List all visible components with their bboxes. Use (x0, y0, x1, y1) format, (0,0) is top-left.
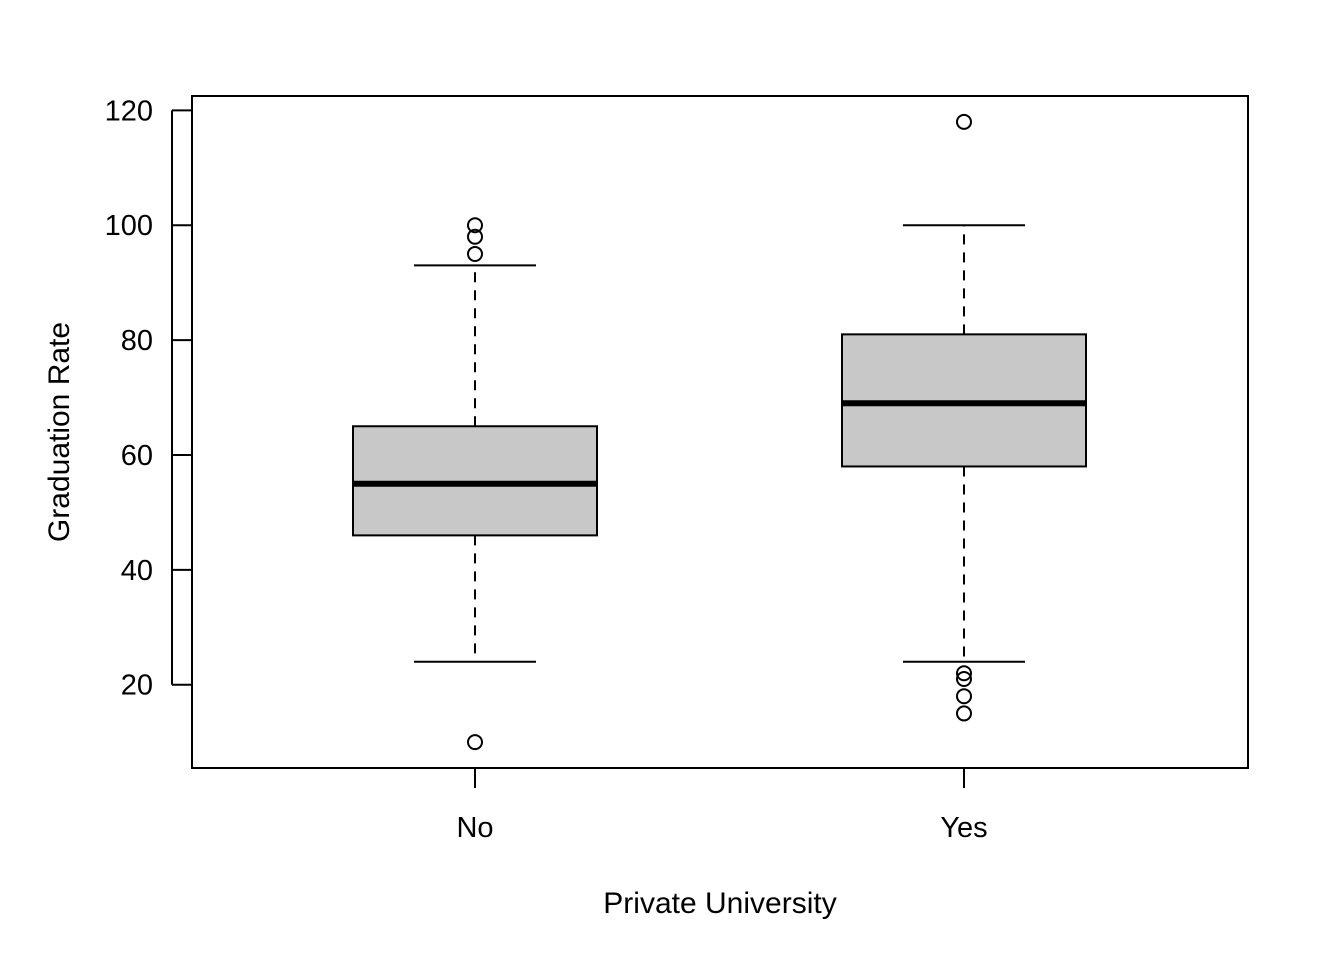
outlier-point (467, 734, 483, 751)
y-axis: 20 40 60 80 100 120 (105, 95, 192, 702)
outlier-point (467, 228, 483, 245)
box-group-no (352, 217, 598, 751)
box-group-yes (841, 113, 1087, 722)
outlier-point (956, 705, 972, 722)
plot-frame (191, 95, 1249, 769)
x-tick-label: Yes (940, 812, 987, 844)
outlier-point (467, 245, 483, 262)
y-tick-label: 100 (105, 210, 153, 242)
y-tick-label: 60 (121, 440, 153, 472)
outlier-point (956, 670, 972, 687)
outlier-point (956, 113, 972, 130)
chart-marks (352, 113, 1087, 751)
y-tick-label: 40 (121, 555, 153, 587)
x-axis-label: Private University (603, 887, 836, 920)
x-axis: No Yes (456, 768, 988, 844)
outlier-point (467, 217, 483, 234)
y-axis-label: Graduation Rate (43, 322, 76, 542)
outlier-point (956, 665, 972, 682)
outlier-point (956, 688, 972, 705)
y-tick-label: 20 (121, 670, 153, 702)
y-tick-label: 120 (105, 95, 153, 127)
x-tick-label: No (456, 812, 493, 844)
y-tick-label: 80 (121, 325, 153, 357)
